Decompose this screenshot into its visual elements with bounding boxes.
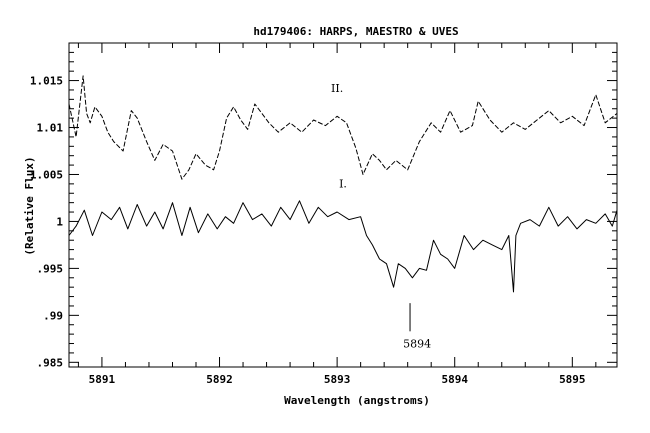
y-axis-label: (Relative Flux) <box>23 156 36 255</box>
series-layer <box>68 75 618 293</box>
plot-frame <box>68 42 618 368</box>
y-tick-label: 1.01 <box>37 122 64 135</box>
y-tick-label: .995 <box>37 262 64 275</box>
y-tick-label: .985 <box>37 356 64 369</box>
y-tick-label: 1.015 <box>30 75 63 88</box>
x-axis-ticks: 5891 5892 5893 5894 5895 <box>77 43 597 386</box>
x-tick-label: 5891 <box>89 373 116 386</box>
annotation-label: II. <box>331 82 343 95</box>
annotation-label: 5894 <box>403 337 431 350</box>
y-tick-label: .99 <box>43 309 63 322</box>
series-line-1 <box>68 75 618 180</box>
x-tick-label: 5895 <box>559 373 586 386</box>
annotation-label: I. <box>339 178 347 191</box>
y-tick-label: 1.005 <box>30 168 63 181</box>
x-tick-label: 5892 <box>206 373 233 386</box>
x-tick-label: 5893 <box>324 373 351 386</box>
annotation-layer: II. I. 5894 <box>331 82 431 350</box>
x-tick-label: 5894 <box>441 373 468 386</box>
y-axis-ticks: .985 .99 .995 1 1.005 1.01 1.015 <box>30 42 617 369</box>
y-tick-label: 1 <box>56 215 63 228</box>
series-line-2 <box>68 200 618 293</box>
x-axis-label: Wavelength (angstroms) <box>284 394 430 407</box>
chart-title: hd179406: HARPS, MAESTRO & UVES <box>253 25 458 38</box>
